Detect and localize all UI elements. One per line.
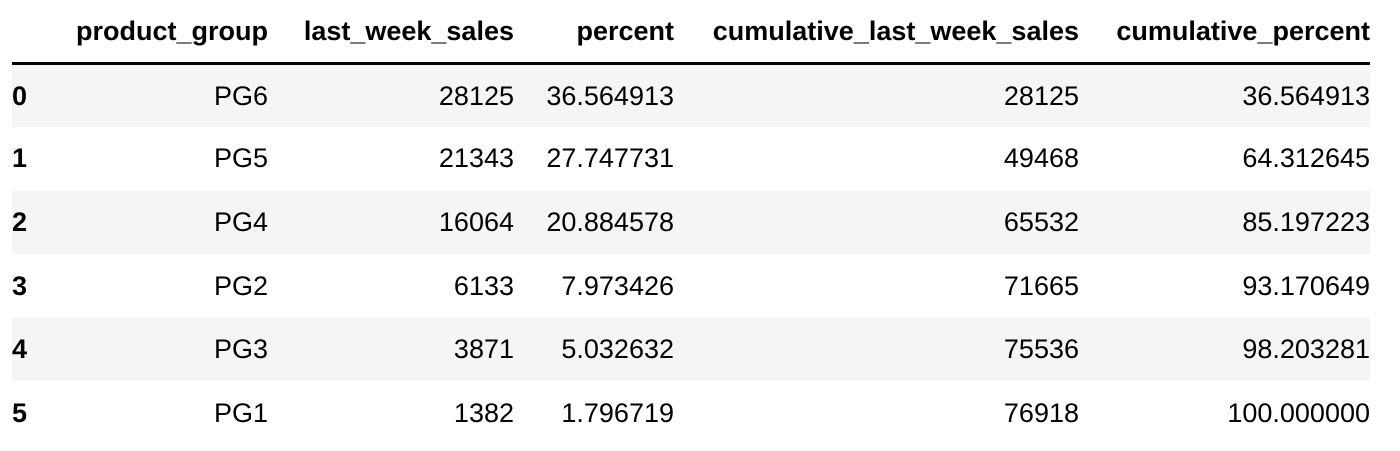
row-index: 4	[12, 334, 28, 365]
cell-cumulative-percent: 93.170649	[1242, 270, 1370, 301]
cell-cumulative-last-week-sales: 71665	[1003, 270, 1079, 301]
header-index	[12, 0, 70, 65]
cell-cumulative-last-week-sales: 49468	[1003, 143, 1079, 174]
header-percent: percent	[514, 0, 674, 65]
cell-percent: 5.032632	[561, 334, 674, 365]
table-row: 0 PG6 28125 36.564913 28125 36.564913	[12, 63, 1370, 128]
cell-cumulative-percent: 85.197223	[1242, 206, 1370, 237]
table-row: 4 PG3 3871 5.032632 75536 98.203281	[12, 317, 1370, 382]
row-index: 3	[12, 270, 28, 301]
dataframe-table: product_group last_week_sales percent cu…	[12, 0, 1370, 446]
header-cumulative-percent: cumulative_percent	[1079, 0, 1370, 65]
cell-percent: 7.973426	[561, 270, 674, 301]
table-row: 5 PG1 1382 1.796719 76918 100.000000	[12, 381, 1370, 446]
cell-product-group: PG4	[213, 206, 268, 237]
cell-percent: 1.796719	[561, 397, 674, 428]
table-header: product_group last_week_sales percent cu…	[12, 0, 1370, 65]
cell-last-week-sales: 6133	[453, 270, 514, 301]
cell-cumulative-percent: 36.564913	[1242, 80, 1370, 111]
header-last-week-sales: last_week_sales	[268, 0, 514, 65]
cell-last-week-sales: 1382	[453, 397, 514, 428]
cell-cumulative-last-week-sales: 28125	[1003, 80, 1079, 111]
row-index: 0	[12, 80, 28, 111]
cell-product-group: PG6	[213, 80, 268, 111]
header-product-group: product_group	[70, 0, 268, 65]
cell-product-group: PG3	[213, 334, 268, 365]
cell-cumulative-last-week-sales: 76918	[1003, 397, 1079, 428]
cell-percent: 27.747731	[546, 143, 674, 174]
cell-last-week-sales: 16064	[438, 206, 514, 237]
cell-cumulative-percent: 98.203281	[1242, 334, 1370, 365]
row-index: 5	[12, 397, 28, 428]
cell-cumulative-last-week-sales: 75536	[1003, 334, 1079, 365]
cell-percent: 36.564913	[546, 80, 674, 111]
row-index: 2	[12, 206, 28, 237]
table-row: 1 PG5 21343 27.747731 49468 64.312645	[12, 127, 1370, 191]
table-body: 0 PG6 28125 36.564913 28125 36.564913 1 …	[12, 63, 1370, 446]
header-row: product_group last_week_sales percent cu…	[12, 0, 1370, 65]
cell-cumulative-percent: 100.000000	[1227, 397, 1370, 428]
cell-product-group: PG1	[213, 397, 268, 428]
cell-product-group: PG2	[213, 270, 268, 301]
header-cumulative-last-week-sales: cumulative_last_week_sales	[674, 0, 1079, 65]
cell-cumulative-last-week-sales: 65532	[1003, 206, 1079, 237]
table-row: 2 PG4 16064 20.884578 65532 85.197223	[12, 190, 1370, 255]
cell-percent: 20.884578	[546, 206, 674, 237]
cell-cumulative-percent: 64.312645	[1242, 143, 1370, 174]
cell-last-week-sales: 3871	[453, 334, 514, 365]
cell-last-week-sales: 28125	[438, 80, 514, 111]
cell-last-week-sales: 21343	[438, 143, 514, 174]
row-index: 1	[12, 143, 28, 174]
cell-product-group: PG5	[213, 143, 268, 174]
table-row: 3 PG2 6133 7.973426 71665 93.170649	[12, 254, 1370, 318]
